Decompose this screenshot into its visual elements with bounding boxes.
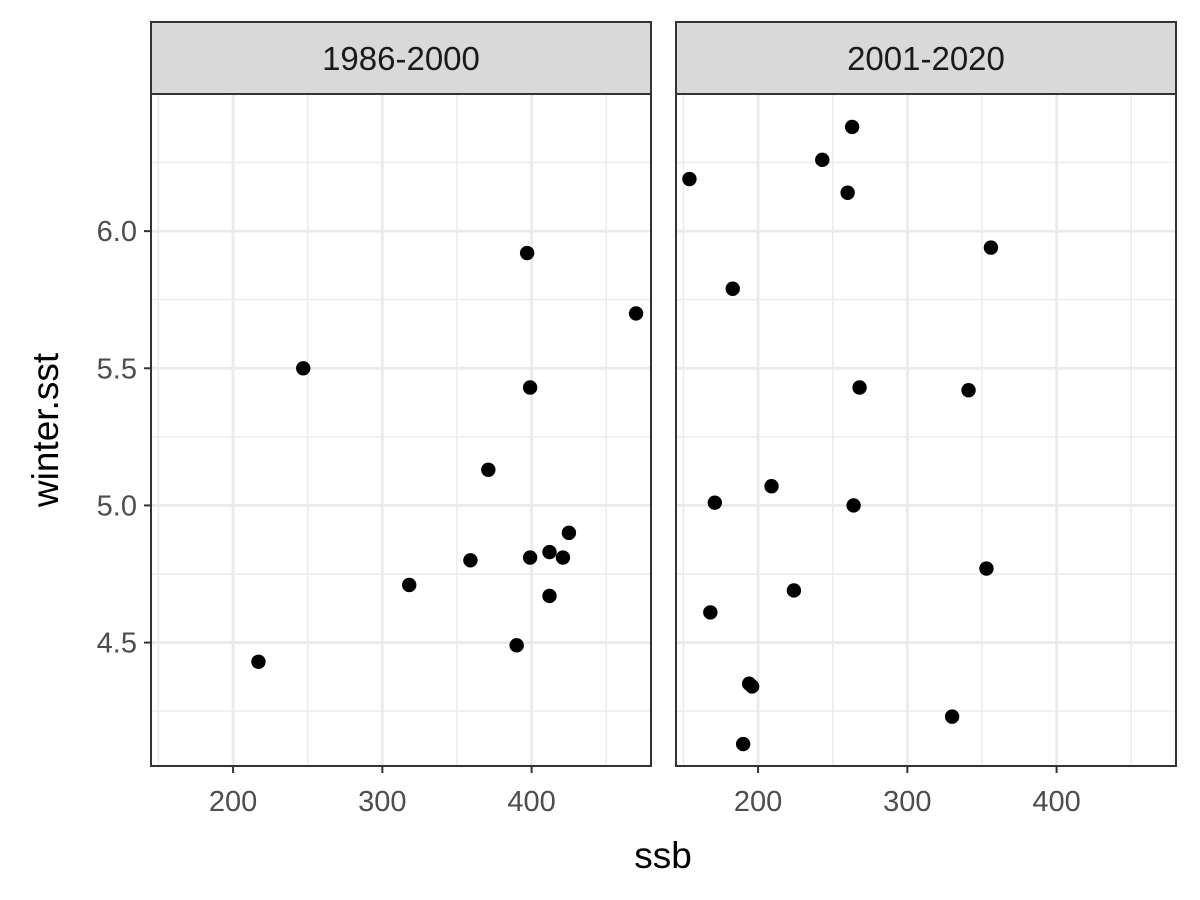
data-point <box>735 736 751 752</box>
data-point <box>555 550 571 565</box>
x-tick-label: 400 <box>1032 786 1080 818</box>
plot-background <box>676 94 1176 766</box>
data-point <box>840 185 855 200</box>
data-point <box>725 281 740 296</box>
data-point <box>744 679 760 694</box>
data-point <box>844 119 860 135</box>
data-point <box>703 605 718 620</box>
x-axis-title: ssb <box>634 835 692 876</box>
data-point <box>682 171 697 187</box>
y-axis-title: winter.sst <box>25 352 66 508</box>
y-axis: 4.5 5.0 5.5 6.0 <box>97 216 151 660</box>
data-point <box>522 380 538 395</box>
panel-1: 1986-2000 200 300 400 <box>150 21 652 818</box>
panels-layer: 1986-2000 200 300 400 2001-2020 200 300 400 <box>150 21 1177 818</box>
panel-2: 2001-2020 200 300 400 <box>675 21 1177 818</box>
x-tick-label: 200 <box>734 786 782 818</box>
data-point <box>463 553 478 568</box>
plot-background <box>151 94 651 766</box>
data-point <box>628 306 644 321</box>
y-tick-label: 6.0 <box>97 216 137 248</box>
data-point <box>251 654 266 669</box>
data-point <box>542 588 557 604</box>
data-point <box>961 383 976 398</box>
data-point <box>542 544 557 560</box>
data-point <box>707 495 723 510</box>
data-point <box>979 561 994 576</box>
facet-strip-label: 1986-2000 <box>322 40 480 77</box>
y-tick-label: 5.5 <box>97 353 137 385</box>
data-point <box>481 462 496 477</box>
data-point <box>815 152 830 168</box>
data-point <box>764 479 779 494</box>
data-point <box>402 577 417 593</box>
x-tick-label: 200 <box>209 786 257 818</box>
data-point <box>944 709 960 724</box>
data-point <box>522 550 538 565</box>
data-point <box>852 380 867 395</box>
y-tick-label: 5.0 <box>97 490 137 522</box>
y-tick-label: 4.5 <box>97 628 137 660</box>
facet-strip <box>675 21 1177 95</box>
facet-strip-label: 2001-2020 <box>847 40 1005 77</box>
x-tick-label: 300 <box>883 786 931 818</box>
data-point <box>561 525 577 541</box>
x-tick-label: 300 <box>358 786 406 818</box>
data-point <box>846 498 861 513</box>
data-point <box>786 583 802 598</box>
data-point <box>519 245 535 261</box>
data-point <box>983 240 999 255</box>
x-tick-label: 400 <box>507 786 555 818</box>
data-point <box>509 638 524 653</box>
data-point <box>296 361 311 376</box>
facet-strip <box>150 21 652 95</box>
